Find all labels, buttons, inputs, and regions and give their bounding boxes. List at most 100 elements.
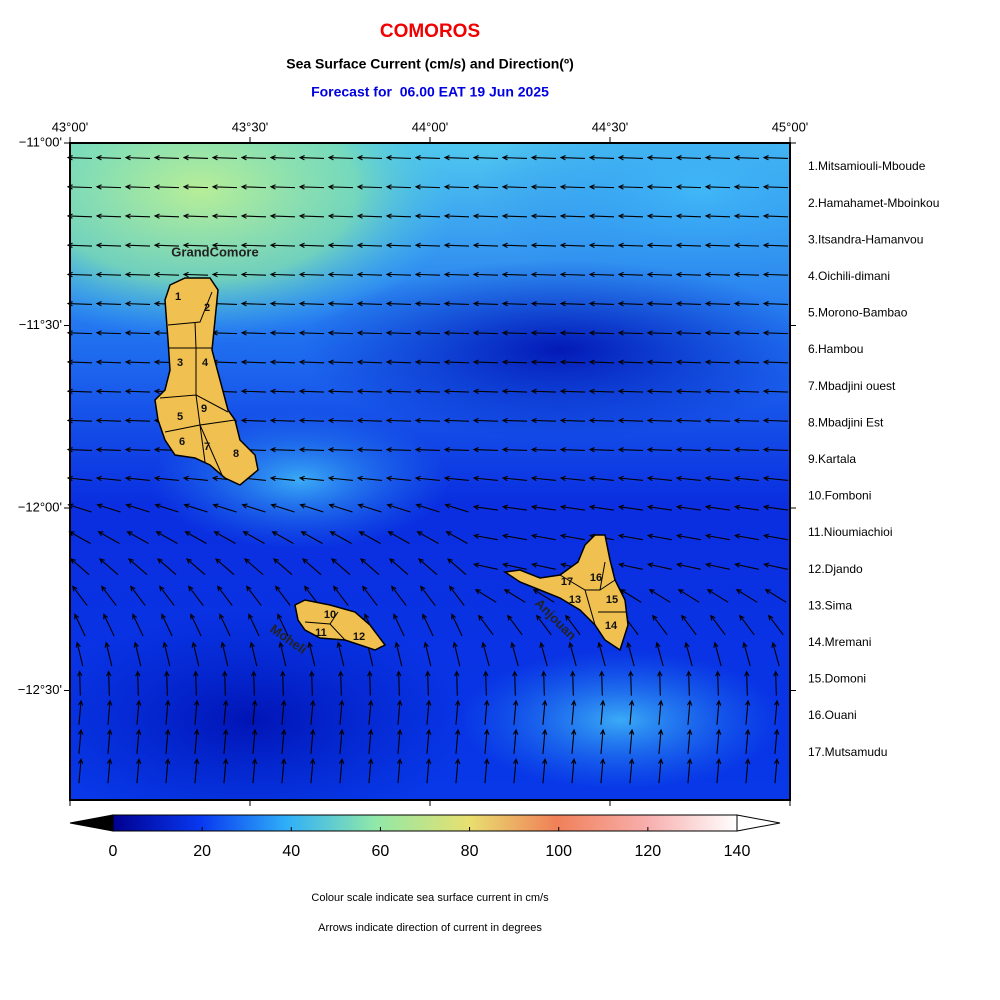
- current-arrow: [153, 475, 179, 482]
- current-arrow: [220, 641, 229, 667]
- current-arrow: [327, 359, 354, 365]
- current-arrow: [242, 531, 265, 544]
- current-arrow: [600, 757, 606, 784]
- current-arrow: [299, 503, 324, 513]
- current-arrow: [472, 533, 498, 541]
- legend-entry: 3.Itsandra-Hamanvou: [808, 232, 923, 246]
- current-arrow: [414, 417, 441, 424]
- current-arrow: [646, 155, 673, 161]
- moheli: [294, 599, 387, 651]
- current-arrow: [414, 242, 441, 248]
- current-arrow: [474, 589, 497, 603]
- current-arrow: [356, 359, 383, 365]
- current-arrow: [136, 699, 142, 725]
- current-arrow: [164, 670, 170, 696]
- current-arrow: [240, 301, 267, 307]
- current-arrow: [414, 359, 441, 365]
- current-arrow: [472, 155, 499, 161]
- current-arrow: [472, 242, 499, 248]
- current-arrow: [762, 533, 788, 541]
- current-arrow: [240, 330, 267, 336]
- current-arrow: [327, 330, 354, 336]
- current-arrow: [385, 155, 412, 161]
- current-arrow: [445, 531, 468, 544]
- current-arrow: [704, 184, 731, 190]
- current-arrow: [356, 271, 383, 278]
- current-arrow: [473, 562, 498, 570]
- current-arrow: [331, 558, 351, 576]
- current-arrow: [251, 670, 257, 696]
- colorbar-ramp: [113, 815, 737, 831]
- current-arrow: [762, 213, 789, 219]
- current-arrow: [626, 641, 635, 667]
- grand-comore: [154, 277, 259, 486]
- current-arrow: [652, 614, 668, 636]
- current-arrow: [617, 242, 644, 248]
- current-arrow: [95, 301, 122, 307]
- current-arrow: [72, 585, 88, 606]
- current-arrow: [588, 475, 614, 482]
- current-arrow: [211, 242, 238, 248]
- current-arrow: [472, 301, 499, 307]
- current-arrow: [269, 447, 296, 453]
- note: Colour scale indicate sea surface curren…: [311, 892, 549, 904]
- current-arrow: [675, 242, 702, 248]
- shading: [300, 260, 790, 440]
- current-arrow: [130, 585, 146, 606]
- current-arrow: [277, 613, 289, 637]
- current-arrow: [541, 670, 547, 696]
- current-arrow: [298, 447, 325, 453]
- current-arrow: [617, 155, 644, 161]
- current-arrow: [617, 417, 644, 424]
- current-arrow: [124, 213, 151, 219]
- current-arrow: [107, 728, 113, 755]
- current-arrow: [310, 757, 316, 784]
- current-arrow: [618, 562, 643, 570]
- current-arrow: [95, 155, 122, 161]
- current-arrow: [443, 301, 470, 307]
- current-arrow: [530, 388, 557, 394]
- current-arrow: [281, 757, 287, 784]
- colorbar-frame: [112, 814, 738, 832]
- region-number: 4: [202, 357, 209, 369]
- current-arrow: [327, 301, 354, 307]
- current-arrow: [704, 533, 730, 541]
- current-arrow: [733, 271, 760, 278]
- current-arrow: [269, 271, 296, 278]
- legend-entry: 12.Djando: [808, 562, 863, 576]
- current-arrow: [588, 184, 615, 190]
- current-arrow: [269, 301, 296, 307]
- current-arrow: [302, 558, 322, 576]
- current-arrow: [298, 417, 325, 424]
- current-arrow: [107, 757, 113, 784]
- current-arrow: [95, 213, 122, 219]
- current-arrow: [327, 417, 354, 424]
- x-tick-label: 44°30': [592, 119, 629, 134]
- current-arrow: [327, 184, 354, 190]
- current-arrow: [298, 301, 325, 307]
- current-arrow: [124, 330, 151, 336]
- current-arrow: [735, 589, 758, 603]
- current-arrow: [455, 757, 461, 784]
- title: COMOROS: [380, 21, 480, 42]
- current-arrow: [501, 359, 528, 365]
- current-arrow: [281, 699, 287, 725]
- current-arrow: [95, 271, 122, 278]
- current-arrow: [327, 213, 354, 219]
- current-arrow: [768, 614, 784, 636]
- current-arrow: [530, 242, 557, 248]
- current-arrow: [745, 728, 751, 755]
- current-arrow: [733, 213, 760, 219]
- current-arrow: [339, 699, 345, 725]
- current-arrow: [655, 641, 664, 667]
- current-arrow: [211, 271, 238, 278]
- legend-entry: 1.Mitsamiouli-Mboude: [808, 159, 926, 173]
- current-arrow: [501, 155, 528, 161]
- current-arrow: [356, 388, 383, 394]
- current-arrow: [684, 641, 693, 667]
- current-arrow: [530, 359, 557, 365]
- x-tick-label: 45°00': [772, 119, 809, 134]
- current-arrow: [675, 447, 702, 453]
- current-arrow: [646, 417, 673, 424]
